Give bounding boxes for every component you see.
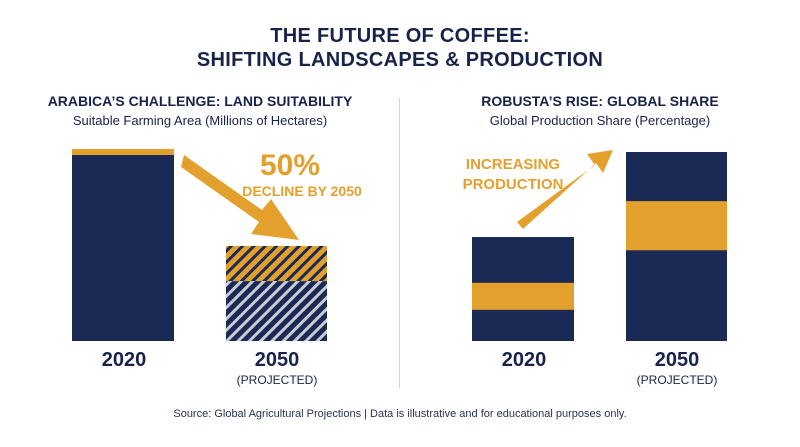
arabica-bar-2020: [72, 149, 174, 341]
arabica-bar-2050-navy-hatch: [226, 281, 327, 341]
robusta-annotation-line-2: PRODUCTION: [463, 176, 564, 193]
robusta-bar-2050-gold-band: [626, 201, 727, 251]
robusta-panel-title: ROBUSTA’S RISE: GLOBAL SHARE: [481, 93, 719, 109]
arabica-annotation-text: DECLINE BY 2050: [242, 183, 362, 199]
robusta-bar-2020: [472, 237, 574, 341]
main-title-line-1: THE FUTURE OF COFFEE:: [270, 25, 530, 47]
robusta-tick-2020: 2020: [502, 349, 547, 371]
robusta-panel-subtitle: Global Production Share (Percentage): [489, 113, 711, 128]
arabica-panel-subtitle: Suitable Farming Area (Millions of Hecta…: [72, 113, 328, 128]
robusta-annotation-line-1: INCREASING: [466, 156, 560, 173]
robusta-tick-2050: 2050: [655, 349, 700, 371]
panel-divider: [399, 98, 400, 388]
arabica-bar-2050: [226, 245, 327, 341]
arabica-chart: 50% DECLINE BY 2050 2020 2050 (PROJECTED…: [72, 149, 362, 387]
arabica-bar-2050-gold-hatch: [226, 245, 327, 282]
robusta-increase-arrow: [517, 150, 613, 229]
main-title-line-2: SHIFTING LANDSCAPES & PRODUCTION: [196, 49, 604, 71]
arabica-tick-2020: 2020: [102, 349, 147, 371]
arabica-tick-2050: 2050: [255, 349, 300, 371]
arabica-annotation-value: 50%: [260, 149, 320, 182]
robusta-chart: INCREASING PRODUCTION 2020 2050 (PROJECT…: [463, 150, 727, 387]
arabica-panel-title: ARABICA’S CHALLENGE: LAND SUITABILITY: [47, 93, 353, 109]
arabica-decline-arrow: [181, 155, 299, 240]
robusta-bar-2050: [626, 152, 727, 341]
arabica-bar-2020-gold-band: [72, 149, 174, 155]
source-note: Source: Global Agricultural Projections …: [173, 408, 627, 420]
arabica-tick-2050-note: (PROJECTED): [237, 373, 318, 387]
arabica-bar-2020-navy-body: [72, 155, 174, 341]
robusta-bar-2020-gold-band: [472, 282, 574, 310]
robusta-tick-2050-note: (PROJECTED): [637, 373, 718, 387]
